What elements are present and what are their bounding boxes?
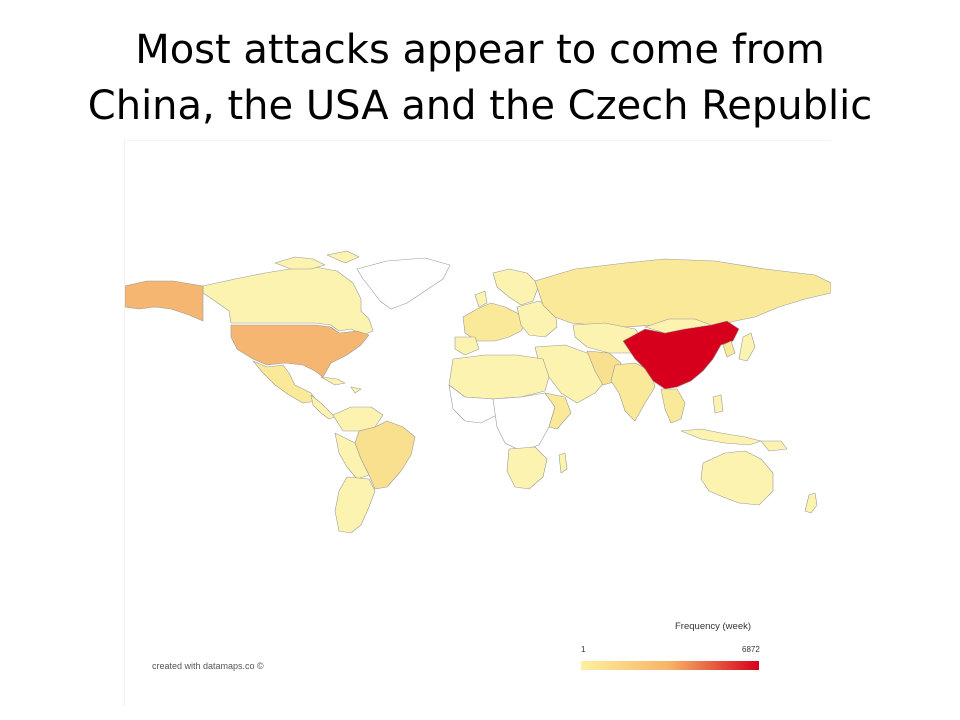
region-central-america bbox=[310, 394, 336, 420]
region-caribbean bbox=[320, 376, 362, 394]
region-korea bbox=[722, 340, 736, 358]
region-greenland bbox=[356, 257, 451, 310]
world-map bbox=[125, 250, 831, 534]
region-central-africa bbox=[492, 392, 556, 452]
region-north-africa bbox=[448, 354, 550, 400]
region-east-africa bbox=[544, 392, 572, 430]
legend-color-bar bbox=[581, 661, 759, 670]
region-russia bbox=[534, 258, 831, 328]
region-japan bbox=[738, 332, 756, 362]
region-mongolia bbox=[644, 318, 712, 334]
region-iberia bbox=[454, 336, 480, 356]
region-usa bbox=[230, 324, 370, 378]
region-southeast-asia bbox=[660, 388, 686, 424]
map-credit: created with datamaps.co © bbox=[152, 661, 264, 671]
region-uk bbox=[474, 290, 488, 308]
slide-title-line-1: Most attacks appear to come from bbox=[135, 27, 825, 73]
region-colombia-venezuela bbox=[332, 406, 384, 432]
slide-title-line-2: China, the USA and the Czech Republic bbox=[87, 83, 873, 129]
region-eastern-europe bbox=[516, 300, 558, 338]
region-alaska bbox=[125, 280, 204, 322]
slide-title: Most attacks appear to come from China, … bbox=[0, 22, 960, 134]
legend-max-label: 6872 bbox=[742, 645, 760, 654]
region-scandinavia bbox=[492, 268, 540, 306]
legend-min-label: 1 bbox=[581, 645, 586, 654]
legend-title: Frequency (week) bbox=[675, 621, 752, 632]
region-southern-africa bbox=[506, 446, 548, 490]
map-panel: created with datamaps.co © Frequency (we… bbox=[124, 140, 831, 706]
region-peru-bolivia bbox=[334, 432, 370, 480]
region-papua bbox=[760, 440, 788, 452]
region-indonesia bbox=[680, 428, 762, 446]
region-new-zealand bbox=[804, 492, 818, 514]
region-madagascar bbox=[558, 452, 568, 474]
region-canada-islands bbox=[274, 250, 360, 270]
region-argentina-chile bbox=[334, 476, 376, 534]
region-mexico bbox=[252, 360, 318, 404]
region-west-africa bbox=[448, 384, 498, 424]
region-philippines bbox=[712, 394, 724, 414]
region-australia bbox=[700, 450, 774, 506]
